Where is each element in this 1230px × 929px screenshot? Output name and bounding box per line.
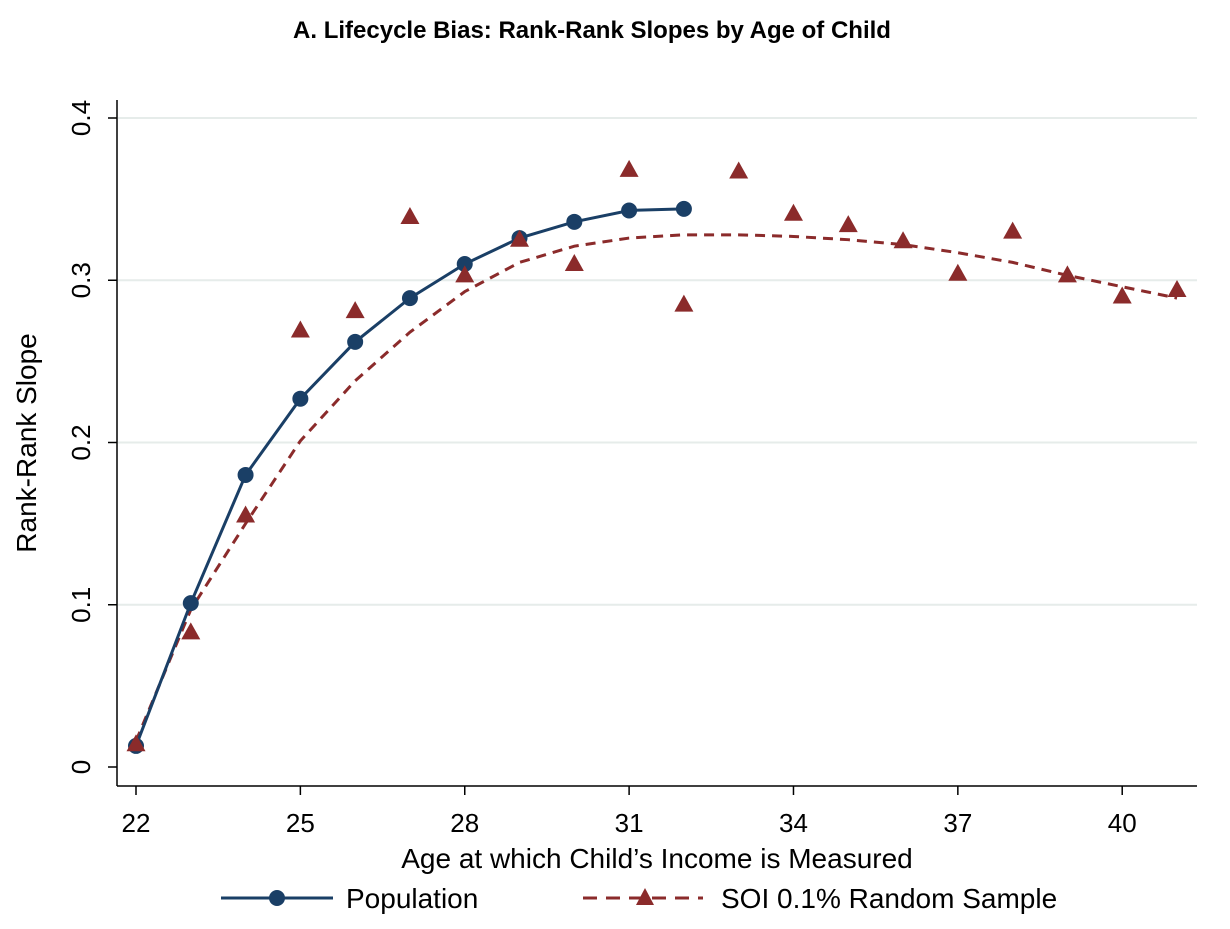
y-tick-label: 0.3 <box>66 262 96 298</box>
x-tick-label: 34 <box>779 808 808 838</box>
legend: Population SOI 0.1% Random Sample <box>221 883 1057 914</box>
y-tick-label: 0.1 <box>66 587 96 623</box>
soi-point <box>564 254 584 272</box>
population-point <box>237 466 254 483</box>
x-tick-label: 40 <box>1108 808 1137 838</box>
soi-point <box>1057 265 1077 283</box>
legend-population-marker <box>269 890 285 906</box>
soi-point <box>783 203 803 221</box>
population-point <box>675 200 692 217</box>
y-tick-label: 0.2 <box>66 424 96 460</box>
population-point <box>292 390 309 407</box>
legend-soi-label: SOI 0.1% Random Sample <box>721 883 1057 914</box>
soi-point <box>400 206 420 224</box>
y-axis-label: Rank-Rank Slope <box>11 333 42 552</box>
population-point <box>401 290 418 307</box>
soi-point <box>619 159 639 177</box>
soi-point <box>729 161 749 179</box>
y-tick-label: 0 <box>66 760 96 774</box>
soi-point <box>181 622 201 640</box>
soi-point <box>455 265 475 283</box>
population-point <box>347 333 364 350</box>
soi-point <box>1112 286 1132 304</box>
soi-point <box>674 294 694 312</box>
population-point <box>566 213 583 230</box>
soi-point <box>893 231 913 249</box>
x-ticks: 22 25 28 31 34 37 40 <box>122 786 1137 838</box>
x-axis-label: Age at which Child’s Income is Measured <box>401 843 913 874</box>
soi-fit-line <box>134 233 1178 742</box>
soi-point <box>236 505 256 523</box>
x-tick-label: 25 <box>286 808 315 838</box>
x-tick-label: 28 <box>450 808 479 838</box>
soi-point <box>1003 221 1023 239</box>
soi-point <box>345 301 365 319</box>
x-tick-label: 31 <box>615 808 644 838</box>
legend-soi-marker <box>636 888 654 905</box>
soi-point <box>126 734 146 752</box>
soi-point <box>948 263 968 281</box>
series-layer <box>126 159 1187 754</box>
legend-population-label: Population <box>346 883 478 914</box>
population-line <box>134 207 684 747</box>
x-tick-label: 22 <box>122 808 151 838</box>
y-tick-label: 0.4 <box>66 100 96 136</box>
gridlines <box>118 117 1197 606</box>
population-point <box>456 256 473 273</box>
population-point <box>621 202 638 219</box>
soi-point <box>1167 279 1187 297</box>
soi-point <box>290 320 310 338</box>
x-tick-label: 37 <box>943 808 972 838</box>
soi-point <box>510 229 530 247</box>
y-ticks: 0 0.1 0.2 0.3 0.4 <box>66 100 117 774</box>
chart-title: A. Lifecycle Bias: Rank-Rank Slopes by A… <box>293 17 891 44</box>
soi-point <box>838 215 858 233</box>
population-point <box>182 595 199 612</box>
